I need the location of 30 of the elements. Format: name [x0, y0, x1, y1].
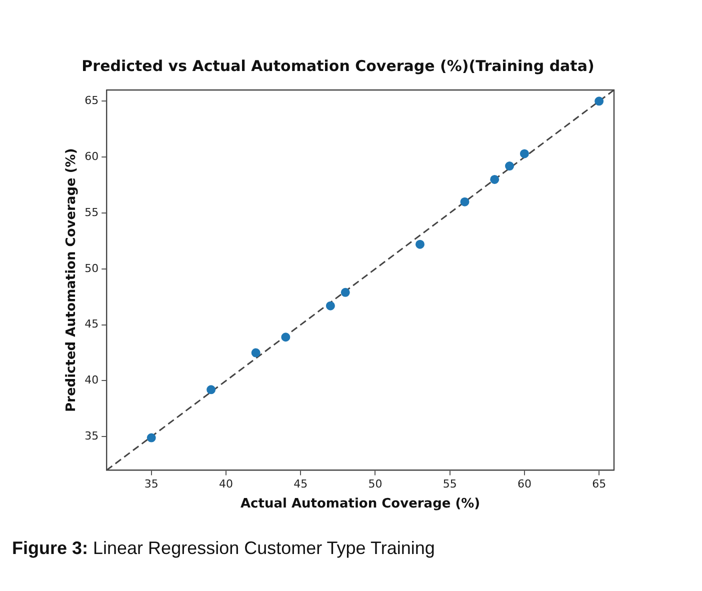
y-tick-label: 45: [84, 318, 99, 331]
y-tick-label: 40: [84, 374, 99, 387]
point: [415, 240, 424, 249]
point: [146, 433, 156, 442]
chart-title: Predicted vs Actual Automation Coverage (%)(Training data): [82, 56, 594, 75]
y-tick-label: 60: [84, 150, 99, 163]
point: [490, 174, 500, 184]
x-tick-label: 35: [144, 478, 158, 491]
point: [520, 149, 529, 158]
point: [460, 197, 470, 206]
x-tick-label: 45: [294, 478, 308, 491]
y-tick-label: 55: [84, 206, 99, 219]
x-tick-label: 65: [592, 478, 606, 491]
point: [251, 348, 260, 358]
point: [206, 385, 216, 394]
y-tick-label: 50: [84, 262, 99, 275]
y-tick-label: 65: [84, 94, 99, 108]
point: [505, 162, 514, 171]
point: [326, 301, 335, 310]
point: [594, 96, 604, 106]
point: [281, 332, 290, 342]
y-tick-label: 35: [84, 430, 99, 443]
x-tick-label: 60: [517, 478, 532, 491]
caption: Figure 3: Linear Regression Customer Type Training: [12, 538, 435, 558]
y-axis-title: Predicted Automation Coverage (%): [64, 148, 80, 412]
x-tick-label: 55: [442, 478, 457, 491]
point: [340, 288, 350, 297]
x-tick-label: 40: [218, 478, 233, 491]
x-tick-label: 50: [368, 478, 382, 491]
x-axis-title: Actual Automation Coverage (%): [240, 496, 480, 512]
